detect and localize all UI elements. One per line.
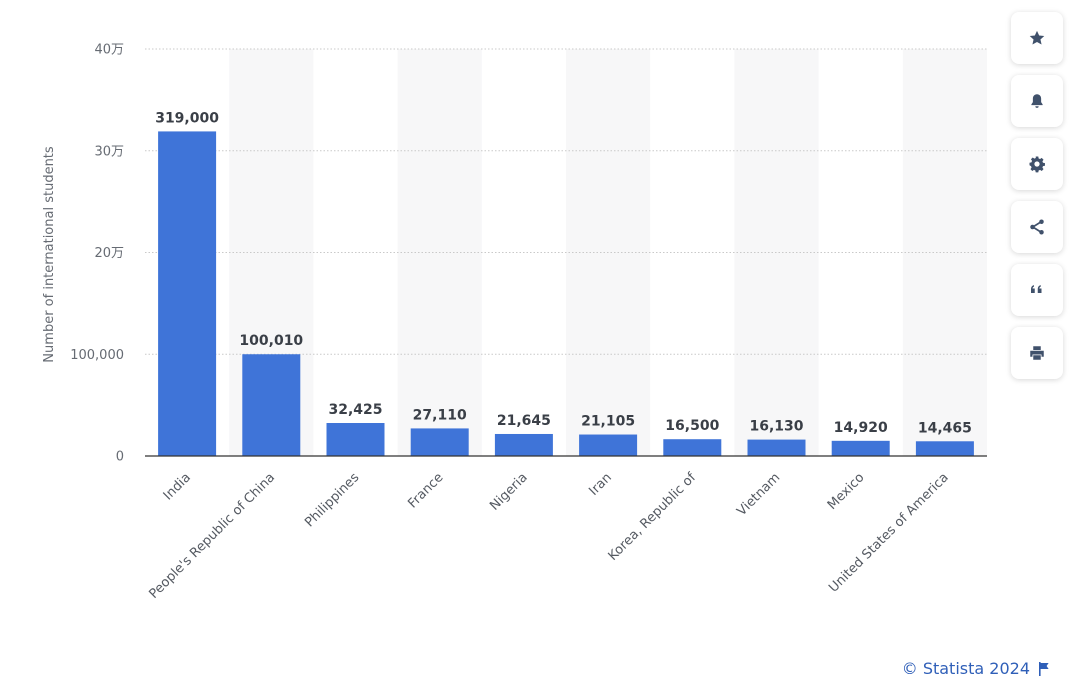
y-axis-ticks: 0 100,000 20万 30万 40万 (70, 43, 124, 465)
credit-text[interactable]: © Statista 2024 (901, 659, 1030, 678)
bar[interactable] (158, 131, 217, 457)
x-tick-label: Mexico (825, 470, 868, 513)
x-tick-label: Korea, Republic of (606, 470, 700, 564)
bar[interactable] (579, 434, 638, 456)
print-button[interactable] (1011, 327, 1063, 379)
x-tick-label: India (161, 470, 194, 503)
value-label: 14,920 (834, 420, 888, 436)
value-label: 100,010 (239, 333, 303, 349)
quote-icon (1031, 285, 1042, 293)
notification-button[interactable] (1011, 75, 1063, 127)
toolbar (1011, 12, 1063, 390)
value-labels: 319,000 100,010 32,425 27,110 21,645 21,105 16… (155, 110, 972, 436)
bar[interactable] (663, 439, 722, 456)
bars (158, 131, 974, 457)
star-icon (1029, 30, 1045, 45)
bar[interactable] (831, 440, 890, 456)
value-label: 14,465 (918, 420, 972, 436)
bar[interactable] (494, 433, 553, 456)
value-label: 32,425 (328, 402, 382, 418)
column-stripe (902, 49, 987, 456)
y-tick-label: 20万 (94, 246, 124, 261)
share-button[interactable] (1011, 201, 1063, 253)
bell-icon (1031, 94, 1043, 108)
x-tick-label: Iran (586, 470, 615, 499)
value-label: 16,500 (665, 418, 719, 434)
cite-button[interactable] (1011, 264, 1063, 316)
y-tick-label: 100,000 (70, 348, 124, 363)
bar-chart: 0 100,000 20万 30万 40万 319,000 100,010 32,425 27… (42, 43, 987, 602)
y-tick-label: 40万 (94, 43, 124, 58)
x-tick-label: Vietnam (734, 470, 783, 519)
x-tick-label: Nigeria (487, 470, 530, 513)
x-tick-label: France (405, 470, 446, 511)
settings-button[interactable] (1011, 138, 1063, 190)
printer-icon (1030, 346, 1044, 360)
value-label: 21,645 (497, 413, 551, 429)
bar[interactable] (326, 423, 385, 456)
bar[interactable] (242, 354, 301, 456)
value-label: 319,000 (155, 110, 219, 126)
flag-icon[interactable] (1038, 661, 1050, 676)
favorite-button[interactable] (1011, 12, 1063, 64)
y-tick-label: 30万 (94, 144, 124, 159)
bar[interactable] (410, 428, 469, 456)
x-tick-label: Philippines (302, 470, 362, 530)
bar[interactable] (915, 441, 974, 456)
y-axis-title: Number of international students (42, 146, 57, 363)
value-label: 21,105 (581, 414, 635, 430)
value-label: 27,110 (413, 407, 467, 423)
gear-icon (1029, 156, 1045, 173)
statista-credit[interactable]: © Statista 2024 (902, 659, 1050, 678)
y-tick-label: 0 (116, 450, 124, 465)
share-icon (1030, 219, 1044, 235)
value-label: 16,130 (749, 419, 803, 435)
bar[interactable] (747, 439, 806, 456)
